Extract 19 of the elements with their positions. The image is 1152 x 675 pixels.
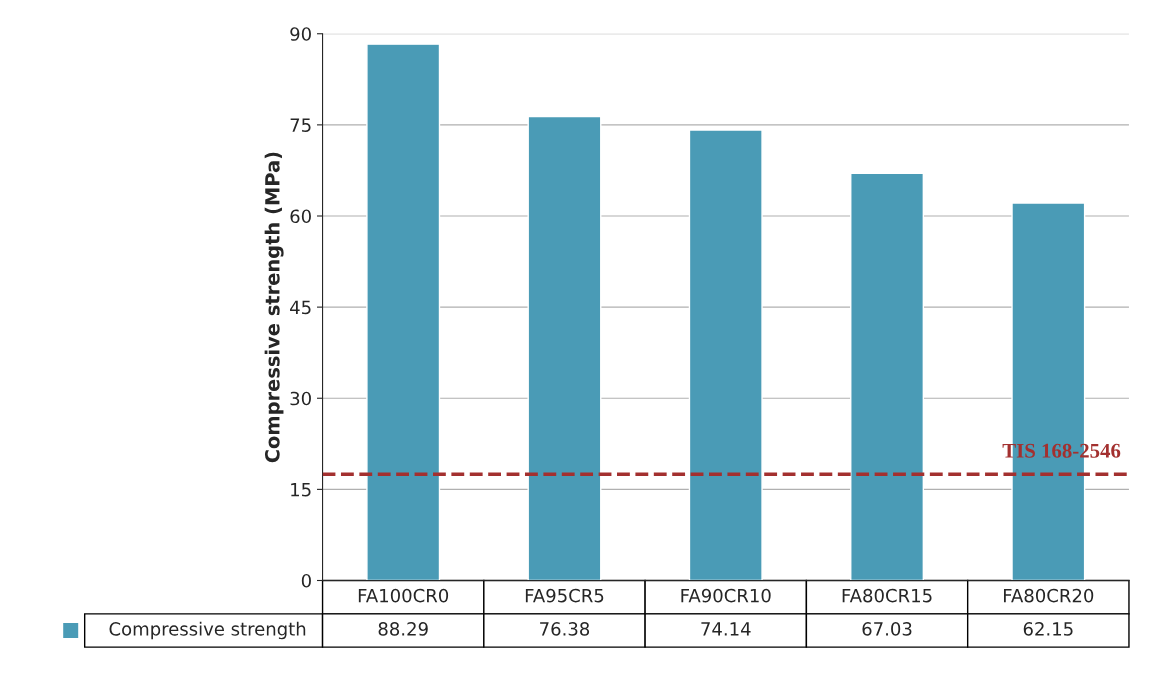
- x-tick-label: FA100CR0: [358, 588, 449, 603]
- y-tick-label: 60: [290, 209, 311, 224]
- data-label: 62.15: [1023, 622, 1073, 636]
- y-tick-label: 15: [291, 483, 311, 497]
- data-label: 88.29: [378, 622, 428, 636]
- data-label: 76.38: [540, 622, 590, 636]
- y-tick-label: 0: [301, 573, 311, 588]
- data-label: 74.14: [701, 622, 751, 636]
- legend-label: Compressive strength: [109, 621, 306, 640]
- x-tick-label: FA95CR5: [525, 588, 604, 603]
- x-tick-label: FA80CR20: [1003, 588, 1094, 603]
- y-tick-label: 45: [290, 300, 311, 315]
- y-tick-label: 90: [290, 27, 311, 41]
- y-axis-title: Compressive strength (MPa): [264, 152, 284, 463]
- x-tick-label: FA80CR15: [842, 588, 932, 603]
- y-tick-label: 30: [290, 391, 311, 406]
- y-tick-label: 75: [290, 118, 311, 132]
- data-label: 67.03: [862, 622, 912, 636]
- x-tick-label: FA90CR10: [681, 588, 771, 603]
